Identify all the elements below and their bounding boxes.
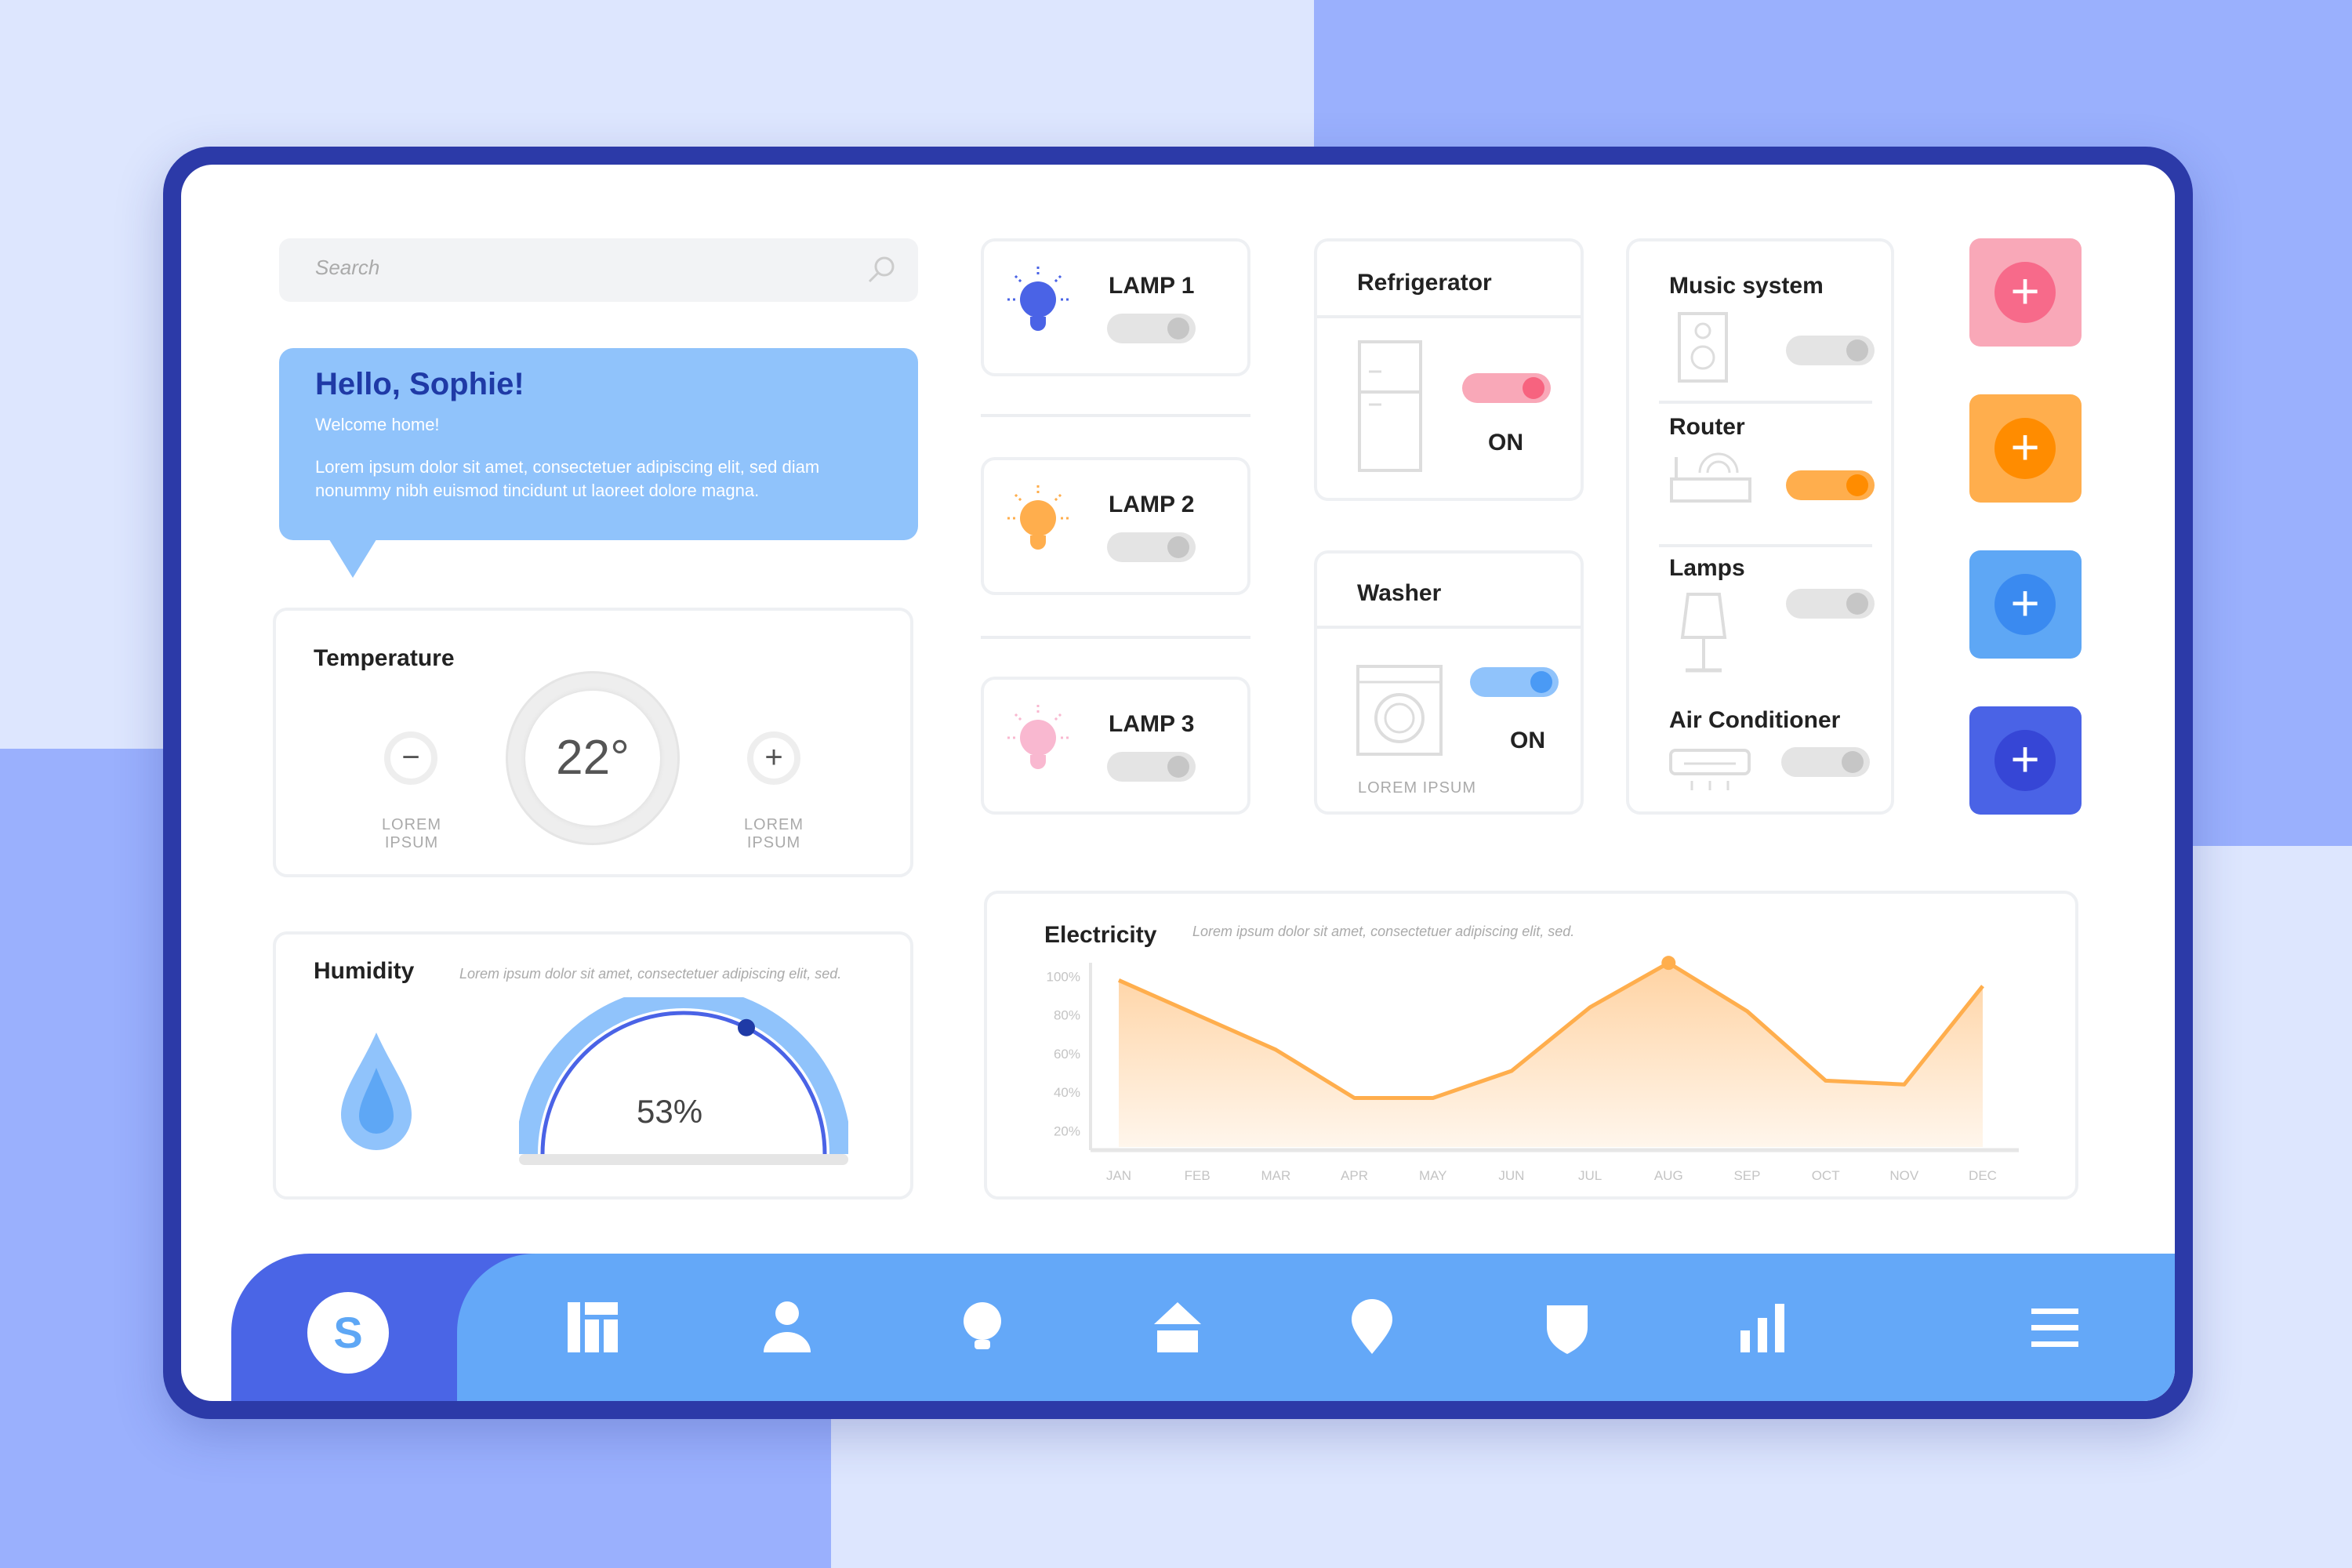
toggle-knob	[1167, 318, 1189, 339]
greeting-subtitle: Welcome home!	[315, 415, 440, 434]
decrease-button[interactable]: −	[384, 731, 437, 785]
greeting-title: Hello, Sophie!	[315, 367, 524, 401]
lamp-card: LAMP 1	[981, 238, 1250, 376]
toggle-knob	[1167, 536, 1189, 558]
lamp-card: LAMP 3	[981, 677, 1250, 815]
light-bulb-icon	[1007, 267, 1069, 331]
toggle-knob	[1846, 593, 1868, 615]
music-system-toggle[interactable]	[1786, 336, 1875, 365]
washer-title: Washer	[1357, 580, 1442, 606]
washer-card: Washer ON LOREM IPSUM	[1314, 550, 1584, 815]
chart-title: Electricity	[1044, 922, 1157, 948]
lamp-toggle[interactable]	[1107, 314, 1196, 343]
search-input[interactable]: Search	[279, 238, 918, 302]
washer-toggle[interactable]	[1470, 667, 1559, 697]
lamp-toggle[interactable]	[1107, 752, 1196, 782]
lamps-toggle[interactable]	[1786, 589, 1875, 619]
humidity-gauge	[519, 997, 848, 1165]
toggle-knob	[1167, 756, 1189, 778]
temperature-title: Temperature	[314, 645, 455, 671]
refrigerator-toggle[interactable]	[1462, 373, 1551, 403]
refrigerator-icon	[1358, 340, 1422, 472]
add-device-button[interactable]: +	[1969, 550, 2082, 659]
menu-icon[interactable]	[2024, 1296, 2086, 1359]
toggle-knob	[1530, 671, 1552, 693]
toggle-knob	[1846, 339, 1868, 361]
water-drop-icon	[341, 1033, 412, 1150]
humidity-description: Lorem ipsum dolor sit amet, consectetuer…	[459, 966, 842, 982]
light-bulb-icon	[1007, 485, 1069, 550]
search-placeholder: Search	[315, 256, 380, 279]
plus-icon: +	[1994, 574, 2056, 635]
air-conditioner-toggle[interactable]	[1781, 747, 1870, 777]
router-title: Router	[1669, 414, 1745, 440]
toggle-knob	[1846, 474, 1868, 496]
temperature-card: Temperature − LOREM IPSUM 22° + LOREM IP…	[273, 608, 913, 877]
shield-icon[interactable]	[1536, 1296, 1599, 1359]
washer-caption: LOREM IPSUM	[1358, 779, 1477, 797]
air-conditioner-title: Air Conditioner	[1669, 707, 1841, 733]
floor-lamp-icon	[1680, 593, 1727, 673]
divider	[1659, 544, 1872, 547]
divider	[1317, 315, 1581, 318]
toggle-knob	[1842, 751, 1864, 773]
lamp-label: LAMP 3	[1109, 711, 1195, 737]
add-device-button[interactable]: +	[1969, 706, 2082, 815]
add-device-button[interactable]: +	[1969, 394, 2082, 503]
plus-icon: +	[764, 740, 783, 775]
divider	[981, 414, 1250, 417]
lamp-label: LAMP 1	[1109, 273, 1195, 299]
divider	[1659, 401, 1872, 404]
increase-label: LOREM IPSUM	[743, 816, 804, 851]
search-icon[interactable]	[866, 254, 897, 285]
home-icon[interactable]	[1146, 1296, 1209, 1359]
toggle-knob	[1523, 377, 1544, 399]
electricity-card: Electricity Lorem ipsum dolor sit amet, …	[984, 891, 2078, 1200]
refrigerator-card: Refrigerator ON	[1314, 238, 1584, 501]
gauge-marker	[738, 1018, 756, 1036]
lamps-title: Lamps	[1669, 555, 1745, 581]
avatar-letter: S	[333, 1308, 363, 1357]
plus-icon: +	[1994, 730, 2056, 791]
decrease-label: LOREM IPSUM	[381, 816, 442, 851]
refrigerator-state: ON	[1488, 430, 1523, 456]
lamp-label: LAMP 2	[1109, 492, 1195, 517]
bottom-nav	[457, 1254, 2175, 1401]
speaker-icon	[1678, 312, 1728, 383]
minus-icon: −	[401, 740, 420, 775]
stats-icon[interactable]	[1731, 1296, 1794, 1359]
washer-state: ON	[1510, 728, 1545, 753]
air-conditioner-icon	[1669, 749, 1751, 790]
temperature-dial[interactable]: 22°	[506, 671, 680, 845]
humidity-title: Humidity	[314, 958, 415, 984]
add-device-button[interactable]: +	[1969, 238, 2082, 347]
plus-icon: +	[1994, 262, 2056, 323]
plus-icon: +	[1994, 418, 2056, 479]
humidity-value: 53%	[637, 1093, 703, 1130]
greeting-body: Lorem ipsum dolor sit amet, consectetuer…	[315, 457, 820, 500]
light-bulb-icon	[1007, 705, 1069, 769]
router-icon	[1670, 452, 1751, 503]
avatar[interactable]: S	[307, 1292, 389, 1374]
lamp-card: LAMP 2	[981, 457, 1250, 595]
increase-button[interactable]: +	[747, 731, 800, 785]
router-toggle[interactable]	[1786, 470, 1875, 500]
music-system-title: Music system	[1669, 273, 1824, 299]
bubble-tail	[328, 537, 378, 578]
bulb-icon[interactable]	[951, 1296, 1014, 1359]
refrigerator-title: Refrigerator	[1357, 270, 1492, 296]
divider	[981, 636, 1250, 639]
user-icon[interactable]	[756, 1296, 818, 1359]
devices-card: Music system Router Lamps Air Conditione…	[1626, 238, 1894, 815]
washing-machine-icon	[1356, 665, 1443, 756]
location-icon[interactable]	[1341, 1296, 1403, 1359]
divider	[1317, 626, 1581, 629]
dashboard-icon[interactable]	[561, 1296, 624, 1359]
chart-subtitle: Lorem ipsum dolor sit amet, consectetuer…	[1192, 924, 1575, 939]
lamp-toggle[interactable]	[1107, 532, 1196, 562]
temperature-value: 22°	[525, 691, 660, 826]
humidity-card: Humidity Lorem ipsum dolor sit amet, con…	[273, 931, 913, 1200]
greeting-bubble: Hello, Sophie! Welcome home! Lorem ipsum…	[279, 348, 918, 540]
